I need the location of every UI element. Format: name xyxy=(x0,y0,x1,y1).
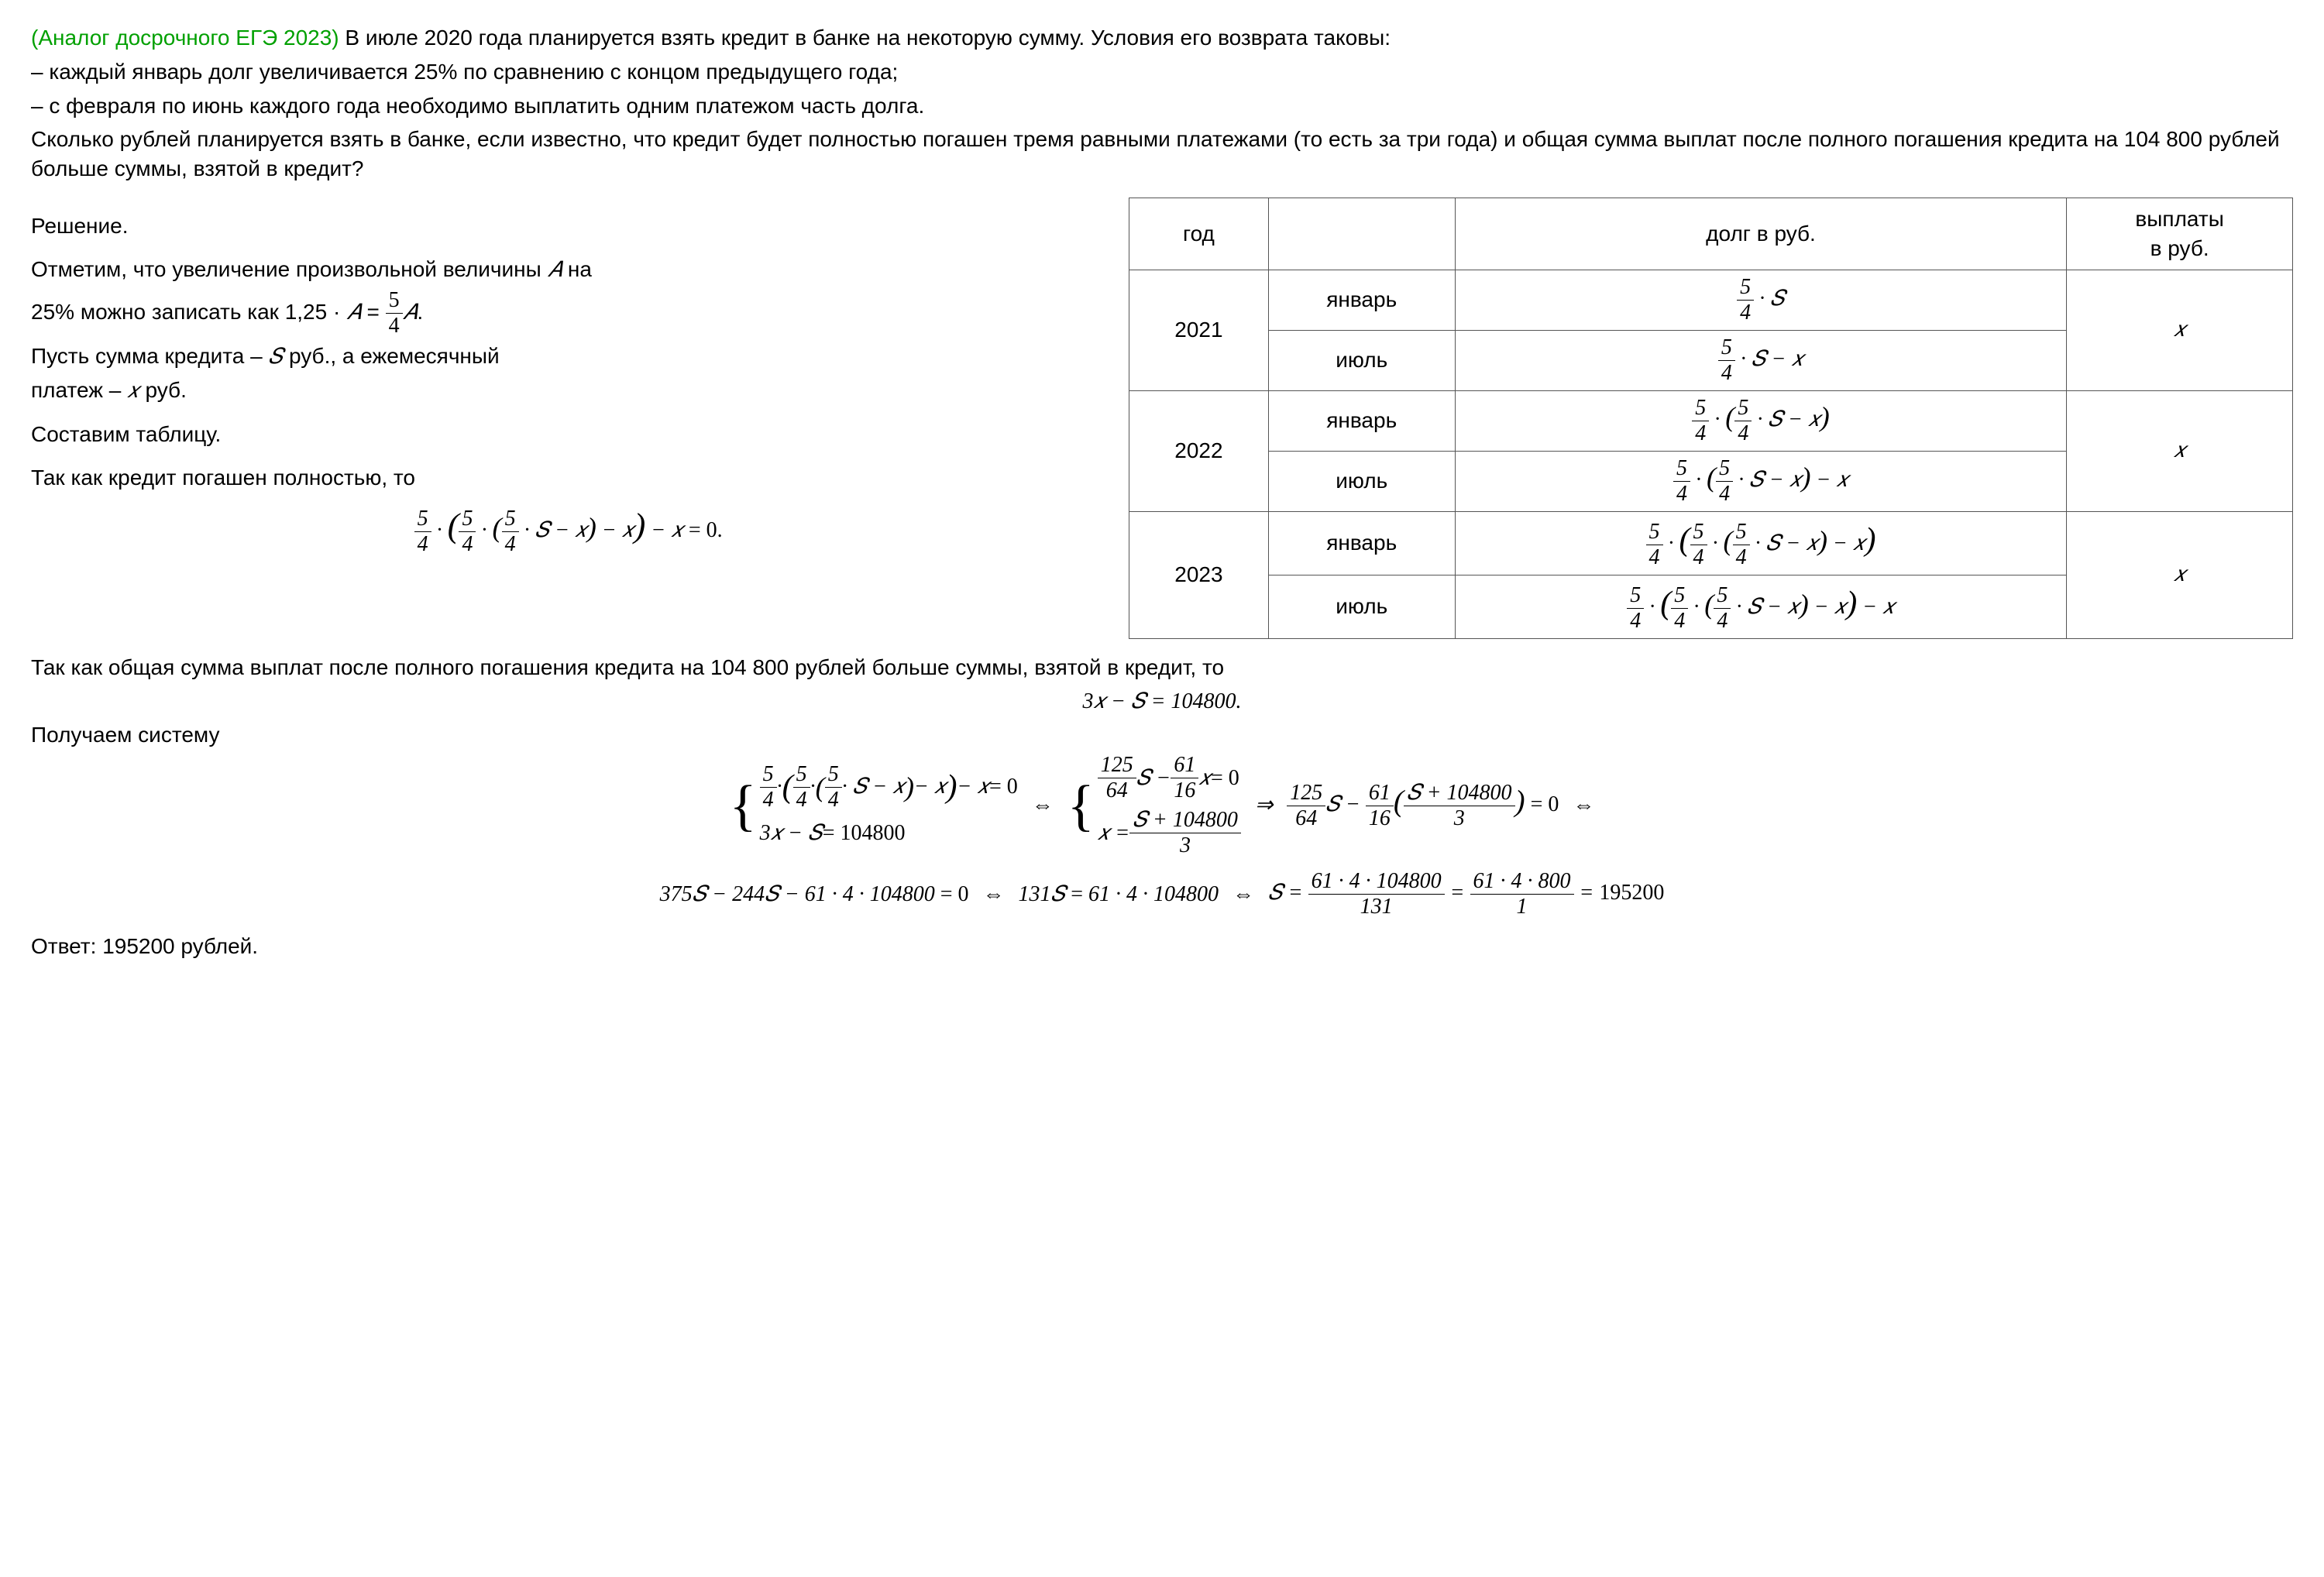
txt: в руб. xyxy=(2150,236,2209,260)
table-row: 2021 январь 54 · 𝑆 𝑥 xyxy=(1129,270,2293,330)
problem-intro: (Аналог досрочного ЕГЭ 2023) В июле 2020… xyxy=(31,23,2293,53)
cell-month: июль xyxy=(1268,575,1455,638)
system-2: { 12564𝑆 − 6116𝑥 = 0 𝑥 = 𝑆 + 1048003 xyxy=(1067,754,1241,857)
cell-debt: 54 · (54 · (54 · 𝑆 − 𝑥) − 𝑥) − 𝑥 xyxy=(1455,575,2066,638)
table-row: 2023 январь 54 · (54 · (54 · 𝑆 − 𝑥) − 𝑥)… xyxy=(1129,511,2293,575)
left-p2: 25% можно записать как 1,25 · 𝐴 = 54𝐴. xyxy=(31,290,1105,337)
frac-5-4: 54 xyxy=(386,290,403,337)
txt: Отметим, что увеличение произвольной вел… xyxy=(31,257,547,281)
left-p6: Так как кредит погашен полностью, то xyxy=(31,463,1105,493)
txt: руб., а ежемесячный xyxy=(283,344,499,368)
source-tag: (Аналог досрочного ЕГЭ 2023) xyxy=(31,26,339,50)
eq-3x-s: 3𝑥 − 𝑆 = 104800. xyxy=(31,687,2293,716)
right-column: год долг в руб. выплаты в руб. 2021 янва… xyxy=(1129,198,2293,639)
derivation-line: 375𝑆 − 244𝑆 − 61 · 4 · 104800 = 0 ⇔ 131𝑆… xyxy=(31,871,2293,918)
var-S: 𝑆 xyxy=(269,345,284,369)
var-A: 𝐴 xyxy=(547,258,562,282)
table-row: 2022 январь 54 · (54 · 𝑆 − 𝑥) 𝑥 xyxy=(1129,390,2293,451)
cell-pay: 𝑥 xyxy=(2067,511,2293,638)
system-block: { 54 · (54 · (54 · 𝑆 − 𝑥) − 𝑥) − 𝑥 = 0 3… xyxy=(31,754,2293,857)
th-pay: выплаты в руб. xyxy=(2067,198,2293,270)
left-column: Решение. Отметим, что увеличение произво… xyxy=(31,198,1105,565)
txt: на xyxy=(562,257,592,281)
cell-month: январь xyxy=(1268,390,1455,451)
txt: 25% можно записать как 1,25 · xyxy=(31,299,346,323)
var-A: 𝐴 xyxy=(403,300,418,324)
table-header-row: год долг в руб. выплаты в руб. xyxy=(1129,198,2293,270)
two-column-layout: Решение. Отметим, что увеличение произво… xyxy=(31,198,2293,639)
problem-line: – каждый январь долг увеличивается 25% п… xyxy=(31,57,2293,87)
txt: выплаты xyxy=(2135,207,2223,231)
cell-month: январь xyxy=(1268,270,1455,330)
txt: руб. xyxy=(139,378,187,402)
problem-line: – с февраля по июнь каждого года необход… xyxy=(31,91,2293,121)
debt-table: год долг в руб. выплаты в руб. 2021 янва… xyxy=(1129,198,2293,639)
left-p4: платеж – 𝑥 руб. xyxy=(31,376,1105,406)
th-debt: долг в руб. xyxy=(1455,198,2066,270)
cell-month: июль xyxy=(1268,330,1455,390)
th-year: год xyxy=(1129,198,1268,270)
cell-pay: 𝑥 xyxy=(2067,390,2293,511)
cell-debt: 54 · (54 · 𝑆 − 𝑥) xyxy=(1455,390,2066,451)
cell-month: январь xyxy=(1268,511,1455,575)
implication-1: 12564𝑆 − 6116(𝑆 + 1048003) = 0 xyxy=(1287,782,1559,830)
system-1: { 54 · (54 · (54 · 𝑆 − 𝑥) − 𝑥) − 𝑥 = 0 3… xyxy=(730,764,1018,848)
solution-label: Решение. xyxy=(31,211,1105,241)
cell-debt: 54 · (54 · 𝑆 − 𝑥) − 𝑥 xyxy=(1455,451,2066,511)
left-p3: Пусть сумма кредита – 𝑆 руб., а ежемесяч… xyxy=(31,342,1105,372)
left-p5: Составим таблицу. xyxy=(31,420,1105,449)
cell-month: июль xyxy=(1268,451,1455,511)
cell-debt: 54 · 𝑆 − 𝑥 xyxy=(1455,330,2066,390)
cell-year: 2022 xyxy=(1129,390,1268,511)
var-A: 𝐴 xyxy=(346,300,361,324)
cell-debt: 54 · (54 · (54 · 𝑆 − 𝑥) − 𝑥) xyxy=(1455,511,2066,575)
eq-credit-paid: 54 · (54 · (54 · 𝑆 − 𝑥) − 𝑥) − 𝑥 = 0. xyxy=(31,502,1105,555)
after-p2: Получаем систему xyxy=(31,720,2293,750)
txt: платеж – xyxy=(31,378,127,402)
answer: Ответ: 195200 рублей. xyxy=(31,932,2293,961)
p-text: В июле 2020 года планируется взять креди… xyxy=(339,26,1391,50)
cell-year: 2021 xyxy=(1129,270,1268,390)
cell-debt: 54 · 𝑆 xyxy=(1455,270,2066,330)
cell-pay: 𝑥 xyxy=(2067,270,2293,390)
var-x: 𝑥 xyxy=(127,379,139,403)
problem-line: Сколько рублей планируется взять в банке… xyxy=(31,125,2293,184)
after-p1: Так как общая сумма выплат после полного… xyxy=(31,653,2293,682)
txt: = xyxy=(361,299,386,323)
th-blank xyxy=(1268,198,1455,270)
cell-year: 2023 xyxy=(1129,511,1268,638)
txt: Пусть сумма кредита – xyxy=(31,344,269,368)
left-p1: Отметим, что увеличение произвольной вел… xyxy=(31,255,1105,285)
